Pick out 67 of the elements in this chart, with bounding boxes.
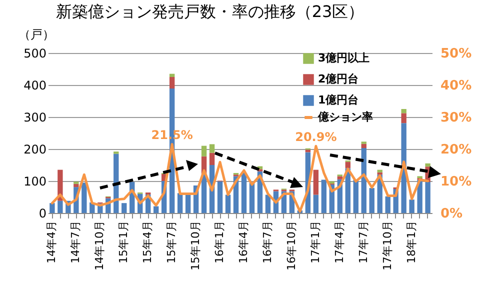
bar xyxy=(337,176,342,180)
y-tick-label: 100 xyxy=(24,174,46,188)
bar xyxy=(153,206,159,213)
y2-tick-label: 20% xyxy=(440,142,472,158)
bar xyxy=(353,180,358,213)
y-tick-label: 500 xyxy=(24,46,46,60)
x-tick-label: 15年4月 xyxy=(141,220,154,264)
data-label: 20.9% xyxy=(295,130,337,144)
bar xyxy=(313,194,319,213)
x-tick-label: 16年1月 xyxy=(213,220,226,264)
bar xyxy=(425,163,430,167)
bar xyxy=(305,150,311,152)
bar xyxy=(369,188,374,213)
x-tick-label: 17年10月 xyxy=(380,220,394,270)
bar xyxy=(74,184,79,188)
y-tick-label: 400 xyxy=(24,78,46,92)
y2-tick-label: 0% xyxy=(440,206,463,222)
y2-tick-label: 30% xyxy=(440,110,472,126)
x-tick-label: 15年7月 xyxy=(165,220,178,264)
x-tick-label: 18年1月 xyxy=(404,220,418,264)
bar xyxy=(377,170,382,172)
bar xyxy=(169,77,175,89)
bar xyxy=(401,109,406,114)
x-tick-label: 15年10月 xyxy=(189,220,202,270)
bar xyxy=(169,74,175,77)
bar xyxy=(313,170,319,195)
bar xyxy=(217,181,223,213)
x-tick-label: 14年4月 xyxy=(45,220,58,264)
x-tick-label: 16年7月 xyxy=(260,220,274,264)
bar xyxy=(409,200,414,213)
x-tick-label: 14年10月 xyxy=(93,220,106,270)
legend-label: 億ション率 xyxy=(317,110,373,124)
x-tick-label: 17年1月 xyxy=(308,220,322,264)
bar xyxy=(385,196,390,213)
legend-label: 3億円以上 xyxy=(318,52,370,64)
bar xyxy=(209,152,215,165)
y-tick-label: 300 xyxy=(24,110,46,124)
chart-title: 新築億ション発売戸数・率の推移（23区） xyxy=(56,2,364,21)
bar xyxy=(50,203,55,213)
bar xyxy=(122,203,127,213)
legend-label: 2億円台 xyxy=(318,72,359,86)
bar xyxy=(425,182,430,213)
bar xyxy=(361,144,366,148)
y-tick-label: 0 xyxy=(38,206,46,220)
bar xyxy=(209,144,215,153)
y2-tick-label: 10% xyxy=(440,174,472,190)
x-tick-label: 14年7月 xyxy=(69,220,82,264)
x-tick-label: 16年10月 xyxy=(284,220,298,270)
y2-tick-label: 40% xyxy=(440,78,472,94)
y-axis-title: （戸） xyxy=(18,28,54,42)
bar xyxy=(321,180,327,213)
bar xyxy=(201,146,207,156)
bar xyxy=(82,182,87,213)
bar xyxy=(185,194,191,213)
y2-tick-label: 50% xyxy=(440,46,472,62)
bar xyxy=(401,113,406,124)
bar xyxy=(225,194,231,213)
bar xyxy=(241,173,247,213)
x-tick-label: 17年4月 xyxy=(332,220,346,264)
x-tick-label: 17年7月 xyxy=(356,220,370,264)
bar xyxy=(58,200,63,213)
x-tick-label: 16年4月 xyxy=(236,220,250,264)
x-tick-label: 15年1月 xyxy=(117,220,130,264)
line-series xyxy=(50,142,430,213)
legend-label: 1億円台 xyxy=(318,94,359,106)
y-tick-label: 200 xyxy=(24,142,46,156)
bar xyxy=(177,193,183,213)
